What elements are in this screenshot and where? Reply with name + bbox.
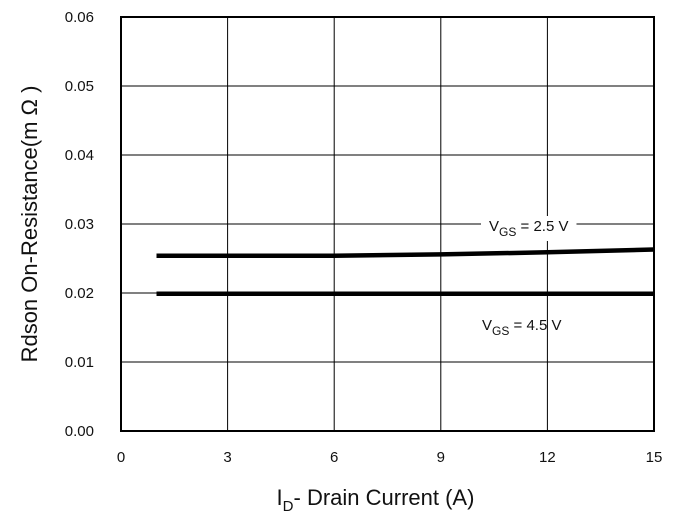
x-tick-label: 12 [539, 449, 556, 466]
series-label-sub: GS [492, 324, 509, 338]
x-axis-title-sub: D [283, 498, 294, 515]
y-tick-label: 0.04 [65, 147, 94, 164]
y-tick-label: 0.00 [65, 423, 94, 440]
x-tick-label: 3 [223, 449, 231, 466]
series-label-bg-vgs-2-5 [481, 216, 577, 241]
y-tick-label: 0.05 [65, 78, 94, 95]
series-label-main: V [482, 317, 492, 334]
y-tick-label: 0.06 [65, 9, 94, 26]
series-label-vgs-4-5: VGS = 4.5 V [482, 317, 561, 338]
x-tick-label: 6 [330, 449, 338, 466]
y-tick-label: 0.02 [65, 285, 94, 302]
x-axis-title-rest: - Drain Current (A) [294, 485, 475, 510]
series-label-vgs-2-5: VGS = 2.5 V [489, 218, 568, 239]
y-tick-labels: 0.00 0.01 0.02 0.03 0.04 0.05 0.06 [65, 9, 94, 440]
series-label-main: V [489, 218, 499, 235]
x-axis-title: ID- Drain Current (A) [277, 485, 475, 515]
y-tick-label: 0.03 [65, 216, 94, 233]
series-label-rest: = 2.5 V [516, 218, 568, 235]
x-tick-labels: 0 3 6 9 12 15 [117, 449, 663, 466]
x-tick-label: 0 [117, 449, 125, 466]
series-label-rest: = 4.5 V [509, 317, 561, 334]
x-tick-label: 9 [437, 449, 445, 466]
series-layer [156, 247, 655, 296]
series-line-0 [156, 247, 655, 258]
y-tick-label: 0.01 [65, 354, 94, 371]
plot-frame [120, 16, 655, 432]
x-tick-label: 15 [646, 449, 663, 466]
x-axis-title-main: I [277, 485, 283, 510]
series-label-sub: GS [499, 225, 516, 239]
y-axis-title: Rdson On-Resistance(m Ω ) [17, 86, 42, 363]
